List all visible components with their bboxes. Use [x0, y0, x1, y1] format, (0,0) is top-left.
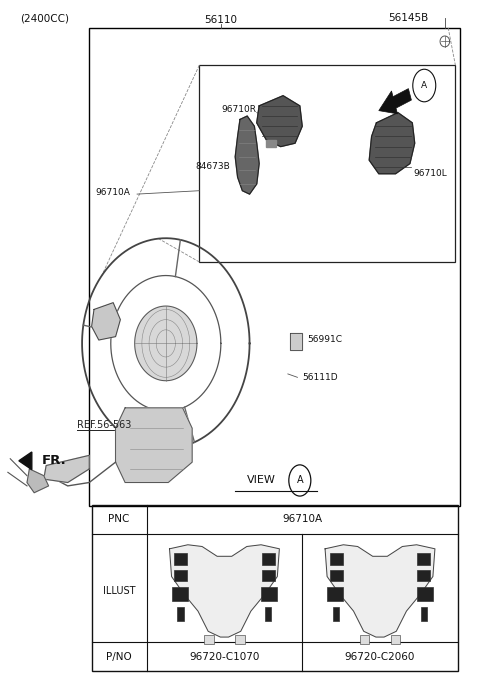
Bar: [333, 607, 339, 622]
Polygon shape: [325, 545, 435, 637]
Polygon shape: [116, 408, 192, 483]
Polygon shape: [27, 469, 48, 493]
Text: 56145B: 56145B: [388, 13, 428, 22]
Polygon shape: [379, 88, 411, 114]
Bar: [262, 570, 275, 581]
Polygon shape: [235, 116, 259, 194]
Text: A: A: [297, 475, 303, 486]
Text: A: A: [421, 81, 427, 90]
Polygon shape: [19, 452, 32, 470]
Text: 96710A: 96710A: [282, 515, 322, 524]
Text: VIEW: VIEW: [247, 475, 276, 486]
Text: 96710L: 96710L: [413, 169, 447, 178]
Text: REF.56-563: REF.56-563: [77, 420, 132, 430]
Bar: [418, 554, 431, 565]
Bar: [89, 28, 460, 506]
Text: 84673B: 84673B: [196, 163, 230, 171]
Bar: [265, 607, 271, 622]
Bar: [199, 65, 456, 262]
Polygon shape: [369, 113, 415, 174]
Text: 96720-C1070: 96720-C1070: [189, 651, 260, 662]
Bar: [174, 570, 187, 581]
Polygon shape: [266, 140, 276, 147]
Bar: [391, 634, 400, 644]
Text: 96710R: 96710R: [222, 105, 257, 114]
Polygon shape: [44, 456, 89, 483]
Bar: [261, 587, 277, 601]
Bar: [418, 570, 431, 581]
Polygon shape: [135, 306, 197, 381]
Bar: [262, 554, 275, 565]
Bar: [178, 607, 183, 622]
Bar: [92, 505, 458, 671]
Text: 56991C: 56991C: [307, 335, 342, 345]
Polygon shape: [169, 545, 279, 637]
Bar: [330, 554, 343, 565]
Text: ILLUST: ILLUST: [103, 586, 135, 596]
Polygon shape: [290, 333, 302, 350]
Polygon shape: [92, 303, 120, 340]
Text: PNC: PNC: [108, 515, 130, 524]
Text: 56111D: 56111D: [302, 373, 338, 382]
Text: 96710A: 96710A: [95, 188, 130, 197]
Text: P/NO: P/NO: [106, 651, 132, 662]
Text: (2400CC): (2400CC): [20, 14, 69, 23]
Bar: [171, 587, 188, 601]
Bar: [421, 607, 427, 622]
Text: FR.: FR.: [41, 454, 66, 467]
Bar: [235, 634, 245, 644]
Text: 96720-C2060: 96720-C2060: [345, 651, 415, 662]
Bar: [330, 570, 343, 581]
Bar: [204, 634, 214, 644]
Polygon shape: [257, 96, 302, 147]
Text: 56110: 56110: [204, 15, 237, 24]
Bar: [174, 554, 187, 565]
Bar: [360, 634, 370, 644]
Bar: [417, 587, 433, 601]
Bar: [327, 587, 343, 601]
